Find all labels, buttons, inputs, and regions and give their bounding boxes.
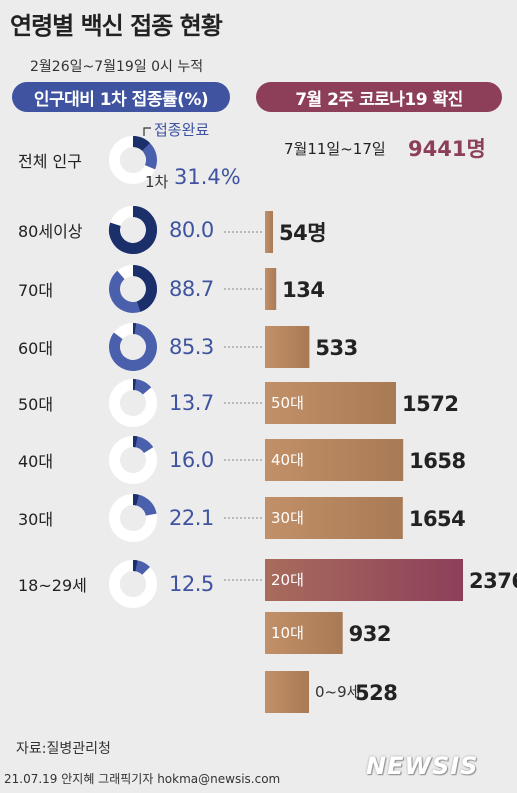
period-text: 2월26일~7월19일 0시 누적	[30, 59, 204, 75]
case-bar	[265, 382, 396, 424]
cases-period: 7월11일~17일	[284, 140, 386, 158]
bar-age-label: 0~9세	[315, 683, 360, 701]
case-bar	[265, 211, 273, 253]
case-bar	[265, 671, 309, 713]
case-count-value: 2376	[469, 569, 517, 593]
case-bar	[265, 612, 343, 654]
first-dose-legend-label: 1차	[145, 173, 169, 191]
case-count-value: 528	[355, 681, 397, 705]
age-donut-completed-arc	[132, 493, 139, 506]
case-bar	[265, 497, 403, 539]
age-group-label: 40대	[18, 452, 54, 471]
bar-age-label: 50대	[271, 394, 304, 412]
bar-age-label: 20대	[271, 571, 304, 589]
case-bar	[265, 326, 310, 368]
vaccination-rate-value: 88.7	[169, 277, 214, 301]
case-count-value: 1572	[402, 392, 458, 416]
newsis-logo: NEWSIS	[366, 752, 479, 780]
total-first-dose-pct: 31.4%	[174, 165, 241, 189]
case-count-value: 1654	[409, 507, 465, 531]
age-group-label: 80세이상	[18, 222, 83, 241]
confirmed-cases-header: 7월 2주 코로나19 확진	[256, 82, 502, 112]
credit-text: 21.07.19 안지혜 그래픽기자 hokma@newsis.com	[4, 772, 281, 786]
vaccination-rate-value: 13.7	[169, 391, 214, 415]
age-donut-completed-arc	[109, 206, 157, 254]
bar-age-label: 10대	[271, 624, 304, 642]
age-donut-first-dose-arc	[109, 323, 157, 371]
chart-title: 연령별 백신 접종 현황	[10, 12, 223, 40]
case-count-value: 1658	[409, 449, 465, 473]
completed-leader-line	[143, 127, 151, 136]
vaccination-rate-header: 인구대비 1차 접종률(%)	[12, 82, 230, 112]
case-count-value: 533	[315, 336, 357, 360]
case-bar	[265, 268, 277, 310]
vaccination-rate-value: 16.0	[169, 448, 214, 472]
vaccination-rate-value: 85.3	[169, 335, 214, 359]
case-count-value: 932	[349, 622, 391, 646]
completed-legend-label: 접종완료	[154, 121, 210, 139]
case-count-value: 54명	[279, 221, 326, 245]
cases-total: 9441명	[408, 137, 486, 161]
case-bar	[265, 559, 463, 601]
vaccination-rate-value: 80.0	[169, 218, 214, 242]
age-group-label: 70대	[18, 281, 54, 300]
total-donut-completed-arc	[132, 136, 150, 152]
age-donut-ring-bg	[109, 560, 157, 608]
bar-age-label: 30대	[271, 509, 304, 527]
age-group-label: 18~29세	[18, 576, 87, 595]
age-group-label: 50대	[18, 395, 54, 414]
age-group-label: 60대	[18, 339, 54, 358]
bar-age-label: 40대	[271, 451, 304, 469]
vaccination-rate-value: 22.1	[169, 506, 214, 530]
source-text: 자료:질병관리청	[16, 741, 111, 757]
total-population-label: 전체 인구	[18, 152, 82, 171]
case-bar	[265, 439, 404, 481]
vaccination-rate-value: 12.5	[169, 572, 214, 596]
age-group-label: 30대	[18, 510, 54, 529]
age-donut-completed-arc	[132, 265, 157, 312]
case-count-value: 134	[282, 278, 324, 302]
